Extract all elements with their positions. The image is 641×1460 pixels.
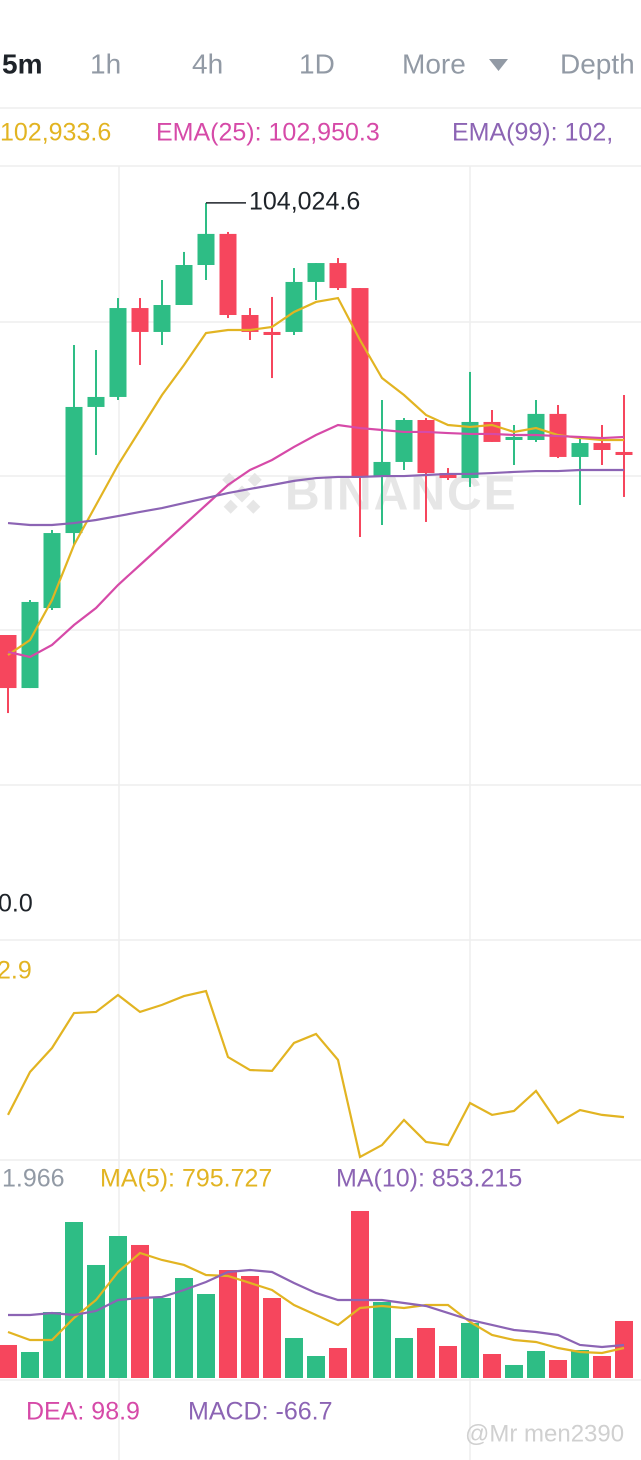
volume-bar [439, 1346, 457, 1378]
volume-bar [241, 1276, 259, 1378]
candle-body [373, 461, 391, 477]
panel-label: 0.0 [0, 890, 33, 918]
volume-bar [219, 1270, 237, 1378]
volume-bar [527, 1350, 545, 1378]
volume-bar [285, 1338, 303, 1378]
candle-body [285, 281, 303, 332]
legend-entry: EMA(99): 102, [452, 119, 613, 147]
candle-body [65, 406, 83, 534]
volume-bar [153, 1298, 171, 1378]
candle-body [615, 451, 633, 455]
candle-body [109, 308, 127, 397]
tab[interactable]: More [402, 48, 466, 79]
candle-body [197, 233, 215, 265]
candle-body [131, 308, 149, 332]
volume-bar [373, 1302, 391, 1378]
annotation: 104,024.6 [249, 188, 360, 216]
candle-body [571, 443, 589, 457]
tab[interactable]: 4h [192, 48, 223, 79]
legend-entry: 2.9 [0, 957, 32, 985]
candle-body [593, 443, 611, 450]
indicator-line [7, 1251, 625, 1355]
candle-body [439, 473, 457, 479]
volume-bar [549, 1360, 567, 1378]
candle-body [351, 288, 369, 477]
tab[interactable]: 1D [299, 48, 335, 79]
volume-bar [197, 1294, 215, 1378]
tab[interactable]: 1h [90, 48, 121, 79]
indicator-line [7, 296, 624, 656]
watermark: @Mr men2390 [465, 1420, 624, 1447]
candle-body [87, 396, 105, 407]
volume-bar [65, 1222, 83, 1378]
candle-body [241, 315, 259, 332]
candle-body [43, 533, 61, 609]
candle-body [0, 635, 17, 689]
volume-bar [131, 1244, 149, 1378]
indicator-line [7, 423, 625, 659]
candle-body [21, 601, 39, 689]
volume-bar [87, 1264, 105, 1378]
legend-entry: MA(10): 853.215 [336, 1165, 522, 1193]
dropdown-arrow[interactable] [489, 59, 508, 71]
indicator-line [8, 1268, 625, 1349]
volume-bar [593, 1356, 611, 1378]
candle-body [329, 263, 347, 289]
volume-bar [0, 1344, 17, 1378]
volume-bar [307, 1356, 325, 1378]
candle-body [153, 305, 171, 332]
volume-bar [615, 1320, 633, 1378]
volume-bar [21, 1352, 39, 1378]
indicator-line [7, 468, 624, 527]
volume-bar [505, 1364, 523, 1378]
legend-entry: DEA: 98.9 [26, 1398, 140, 1426]
candle-body [395, 420, 413, 462]
legend-entry: MACD: -66.7 [188, 1398, 332, 1426]
candle-body [175, 265, 193, 305]
candle-body [263, 331, 281, 335]
volume-bar [43, 1312, 61, 1378]
volume-bar [351, 1210, 369, 1378]
volume-bar [417, 1328, 435, 1378]
legend-entry: EMA(25): 102,950.3 [156, 119, 380, 147]
legend-entry: 1.966 [2, 1165, 65, 1193]
volume-bar [175, 1278, 193, 1378]
candle-body [307, 263, 325, 282]
volume-bar [461, 1322, 479, 1378]
candle-body [461, 421, 479, 479]
volume-bar [329, 1348, 347, 1378]
legend-entry: 102,933.6 [0, 119, 111, 147]
candle-body [505, 436, 523, 440]
indicator-line [7, 989, 625, 1159]
volume-bar [571, 1350, 589, 1378]
legend-entry: MA(5): 795.727 [100, 1165, 272, 1193]
volume-bar [109, 1236, 127, 1378]
volume-bar [483, 1354, 501, 1378]
volume-bar [395, 1338, 413, 1378]
tab-selected[interactable]: 5m [2, 48, 42, 79]
candle-body [417, 420, 435, 474]
tab[interactable]: Depth [560, 48, 635, 79]
volume-bar [263, 1298, 281, 1378]
candle-body [219, 233, 237, 315]
